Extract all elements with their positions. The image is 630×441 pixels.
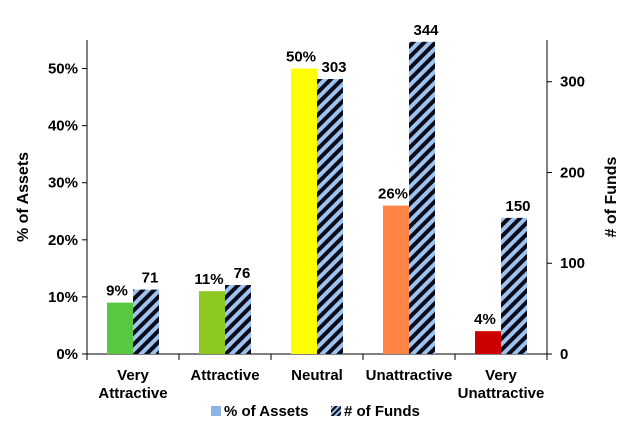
data-label-assets-1: 11% — [194, 271, 223, 288]
data-label-assets-0: 9% — [106, 283, 128, 300]
bar-funds-4 — [501, 217, 527, 354]
left-tick-label: 30% — [48, 175, 78, 192]
data-label-funds-4: 150 — [505, 198, 530, 215]
bar-funds-2 — [317, 79, 343, 354]
category-label-3: Unattractive — [366, 367, 453, 384]
bar-funds-0 — [133, 289, 159, 354]
bar-assets-3 — [383, 205, 409, 354]
data-label-assets-2: 50% — [286, 49, 316, 66]
right-tick-label: 100 — [560, 255, 585, 272]
right-tick-label: 200 — [560, 164, 585, 181]
data-labels: 9% 71 11% 76 50% 303 26% 344 4% 150 — [106, 22, 530, 328]
legend: % of Assets # of Funds — [211, 403, 420, 420]
plot-area: 0% 10% 20% 30% 40% 50% 0 100 200 300 % of Assets # … — [15, 40, 620, 402]
category-label-1: Attractive — [190, 367, 259, 384]
data-label-funds-0: 71 — [142, 270, 159, 287]
bar-assets-4 — [475, 331, 501, 354]
data-label-funds-1: 76 — [234, 265, 251, 282]
left-tick-label: 10% — [48, 289, 78, 306]
left-tick-label: 20% — [48, 232, 78, 249]
left-axis-title: % of Assets — [15, 152, 32, 242]
bars — [107, 41, 527, 354]
legend-swatch-assets — [211, 406, 221, 416]
data-label-assets-4: 4% — [474, 311, 496, 328]
bar-funds-1 — [225, 285, 251, 354]
data-label-funds-2: 303 — [321, 59, 346, 76]
left-tick-label: 40% — [48, 118, 78, 135]
right-tick-label: 0 — [560, 346, 568, 363]
right-axis-title: # of Funds — [603, 156, 620, 237]
bar-funds-3 — [409, 41, 435, 354]
category-label-2: Neutral — [291, 367, 343, 384]
bar-assets-1 — [199, 291, 225, 354]
left-tick-label: 50% — [48, 61, 78, 78]
bar-assets-2 — [291, 68, 317, 354]
bar-assets-0 — [107, 302, 133, 354]
category-label-4: Very Unattractive — [458, 367, 545, 402]
legend-swatch-funds — [331, 406, 341, 416]
legend-label-assets: % of Assets — [224, 403, 308, 420]
data-label-assets-3: 26% — [378, 186, 408, 203]
category-label-0: Very Attractive — [98, 367, 167, 402]
left-tick-label: 0% — [56, 346, 78, 363]
data-label-funds-3: 344 — [413, 22, 439, 39]
right-tick-label: 300 — [560, 74, 585, 91]
legend-label-funds: # of Funds — [344, 403, 420, 420]
